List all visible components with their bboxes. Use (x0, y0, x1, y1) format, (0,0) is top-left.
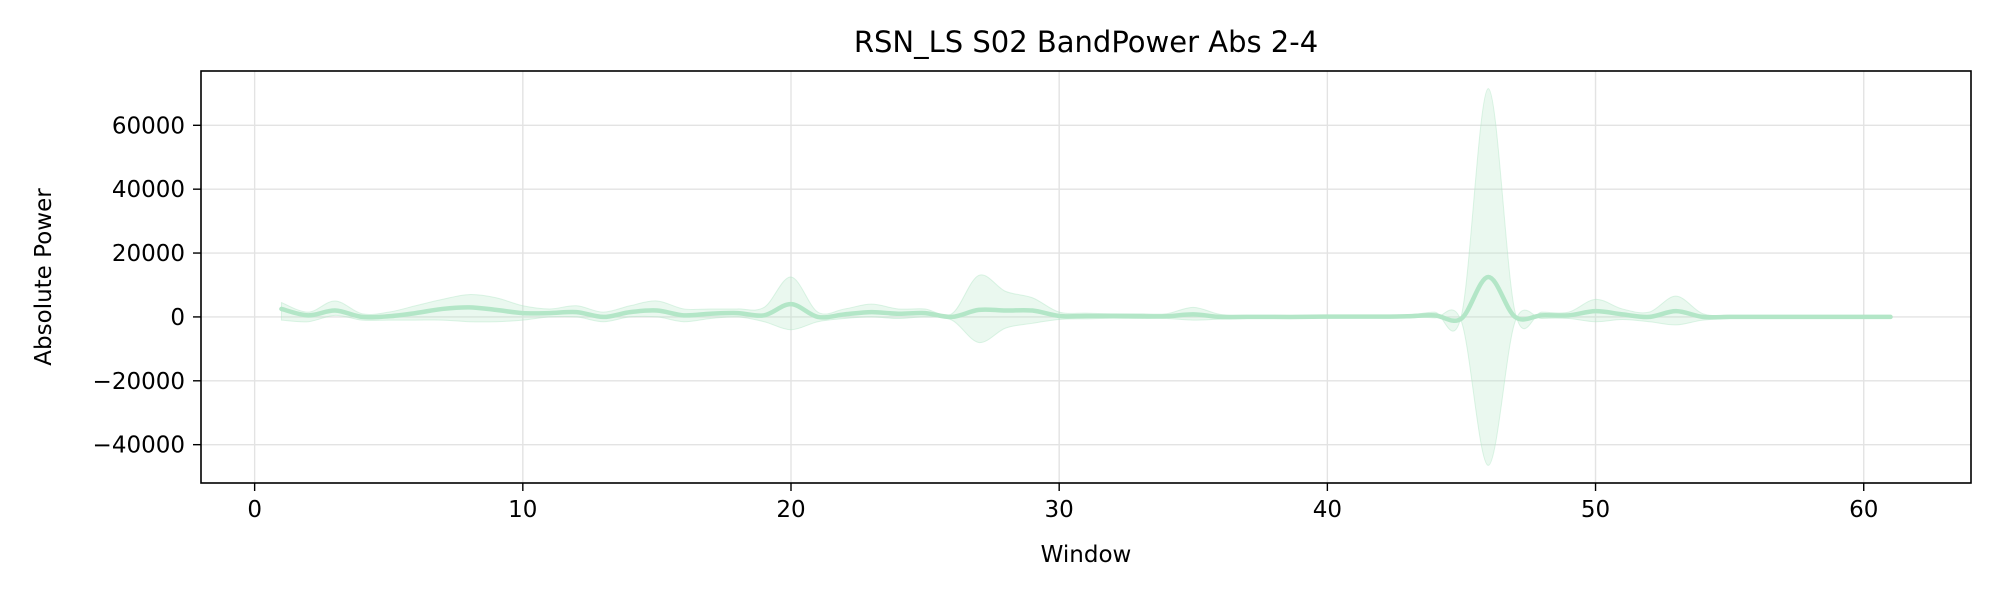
plot-data (279, 88, 1893, 466)
y-tick-label: 20000 (112, 241, 185, 267)
axes: 0 10 20 30 40 50 60 −40000 −20000 0 20000 40000 6000… (93, 113, 1879, 523)
series-line (279, 274, 1893, 324)
x-tick-label: 40 (1313, 497, 1342, 523)
x-tick-label: 0 (247, 497, 262, 523)
plot-frame (200, 70, 1972, 484)
chart-title: RSN_LS S02 BandPower Abs 2-4 (854, 25, 1318, 59)
y-tick-label: 40000 (112, 177, 185, 203)
x-tick-label: 20 (776, 497, 805, 523)
x-axis-label: Window (1041, 542, 1132, 568)
y-tick-label: −40000 (93, 433, 185, 459)
y-tick-label: 0 (170, 305, 185, 331)
x-tick-label: 50 (1581, 497, 1610, 523)
y-tick-label: 60000 (112, 113, 185, 139)
x-tick-label: 60 (1849, 497, 1878, 523)
x-tick-label: 10 (508, 497, 537, 523)
x-tick-label: 30 (1045, 497, 1074, 523)
y-axis-label: Absolute Power (31, 188, 57, 366)
y-tick-label: −20000 (93, 369, 185, 395)
